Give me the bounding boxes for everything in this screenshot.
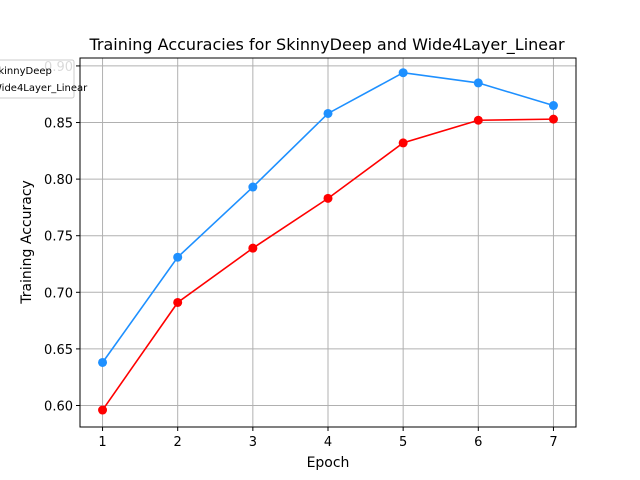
data-point	[98, 405, 108, 415]
data-point	[398, 138, 408, 148]
y-tick-label: 0.60	[44, 399, 73, 414]
legend-box	[0, 59, 75, 99]
data-point	[548, 101, 558, 111]
x-tick-label: 1	[98, 435, 106, 450]
x-tick-label: 5	[399, 435, 407, 450]
legend-label: SkinnyDeep	[0, 66, 52, 77]
legend-label: Wide4Layer_Linear	[0, 83, 88, 94]
x-axis-label: Epoch	[307, 455, 350, 471]
data-point	[98, 357, 108, 367]
x-tick-label: 6	[474, 435, 482, 450]
data-point	[398, 68, 408, 78]
x-tick-label: 3	[249, 435, 257, 450]
data-point	[323, 108, 333, 118]
y-tick-label: 0.85	[44, 117, 73, 132]
data-point	[173, 252, 183, 262]
y-tick-label: 0.75	[44, 230, 73, 245]
data-point	[173, 297, 183, 307]
x-tick-label: 4	[324, 435, 332, 450]
data-point	[473, 115, 483, 125]
data-point	[473, 78, 483, 88]
data-point	[323, 193, 333, 203]
y-axis-label: Training Accuracy	[19, 180, 35, 305]
chart-title: Training Accuracies for SkinnyDeep and W…	[88, 35, 565, 55]
x-tick-label: 2	[174, 435, 182, 450]
y-tick-label: 0.70	[44, 286, 73, 301]
y-tick-label: 0.80	[44, 173, 73, 188]
legend: SkinnyDeep Wide4Layer_Linear	[0, 59, 88, 99]
data-point	[248, 182, 258, 192]
data-point	[548, 114, 558, 124]
y-tick-label: 0.65	[44, 343, 73, 358]
series-layer	[98, 68, 558, 415]
data-point	[248, 243, 258, 253]
x-tick-label: 7	[549, 435, 557, 450]
